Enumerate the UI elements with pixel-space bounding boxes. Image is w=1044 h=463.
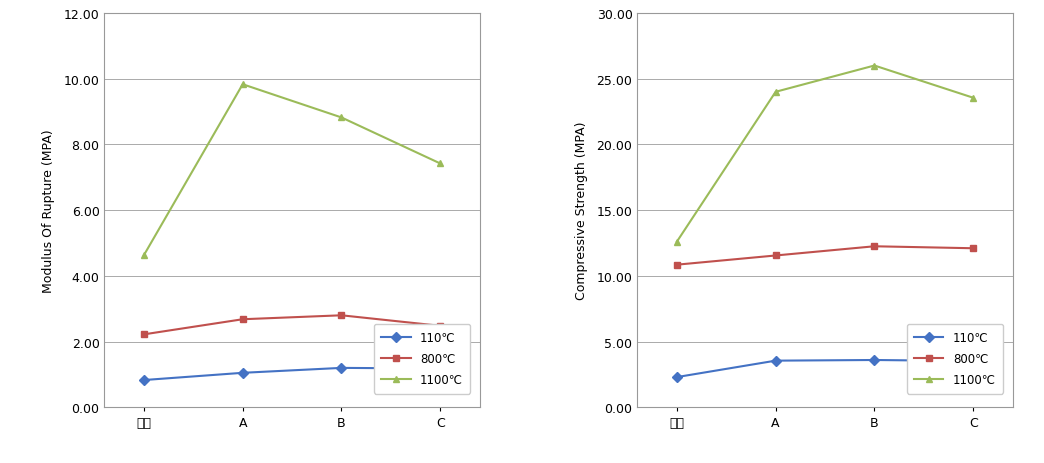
800℃ bbox=[138, 332, 150, 338]
800℃ bbox=[967, 246, 979, 251]
Line: 800℃: 800℃ bbox=[141, 312, 444, 338]
1100℃ bbox=[869, 63, 881, 69]
110℃ bbox=[434, 366, 447, 371]
800℃ bbox=[769, 253, 782, 259]
1100℃ bbox=[236, 82, 248, 88]
800℃ bbox=[670, 263, 683, 268]
110℃ bbox=[769, 358, 782, 363]
800℃ bbox=[236, 317, 248, 322]
110℃ bbox=[335, 365, 348, 371]
Legend: 110℃, 800℃, 1100℃: 110℃, 800℃, 1100℃ bbox=[907, 324, 1003, 394]
1100℃ bbox=[335, 115, 348, 121]
Line: 110℃: 110℃ bbox=[141, 365, 444, 384]
Line: 110℃: 110℃ bbox=[673, 357, 976, 381]
Y-axis label: Compressive Strength (MPA): Compressive Strength (MPA) bbox=[575, 122, 588, 300]
110℃ bbox=[670, 375, 683, 380]
1100℃ bbox=[138, 253, 150, 258]
Legend: 110℃, 800℃, 1100℃: 110℃, 800℃, 1100℃ bbox=[374, 324, 470, 394]
Y-axis label: Modulus Of Rupture (MPA): Modulus Of Rupture (MPA) bbox=[43, 129, 55, 292]
800℃ bbox=[335, 313, 348, 319]
Line: 800℃: 800℃ bbox=[673, 243, 976, 269]
1100℃ bbox=[967, 96, 979, 101]
Line: 1100℃: 1100℃ bbox=[141, 81, 444, 259]
1100℃ bbox=[434, 161, 447, 167]
110℃ bbox=[869, 357, 881, 363]
800℃ bbox=[869, 244, 881, 250]
1100℃ bbox=[769, 90, 782, 95]
800℃ bbox=[434, 323, 447, 329]
Line: 1100℃: 1100℃ bbox=[673, 63, 976, 245]
110℃ bbox=[236, 370, 248, 376]
110℃ bbox=[138, 377, 150, 383]
110℃ bbox=[967, 358, 979, 364]
1100℃ bbox=[670, 239, 683, 245]
